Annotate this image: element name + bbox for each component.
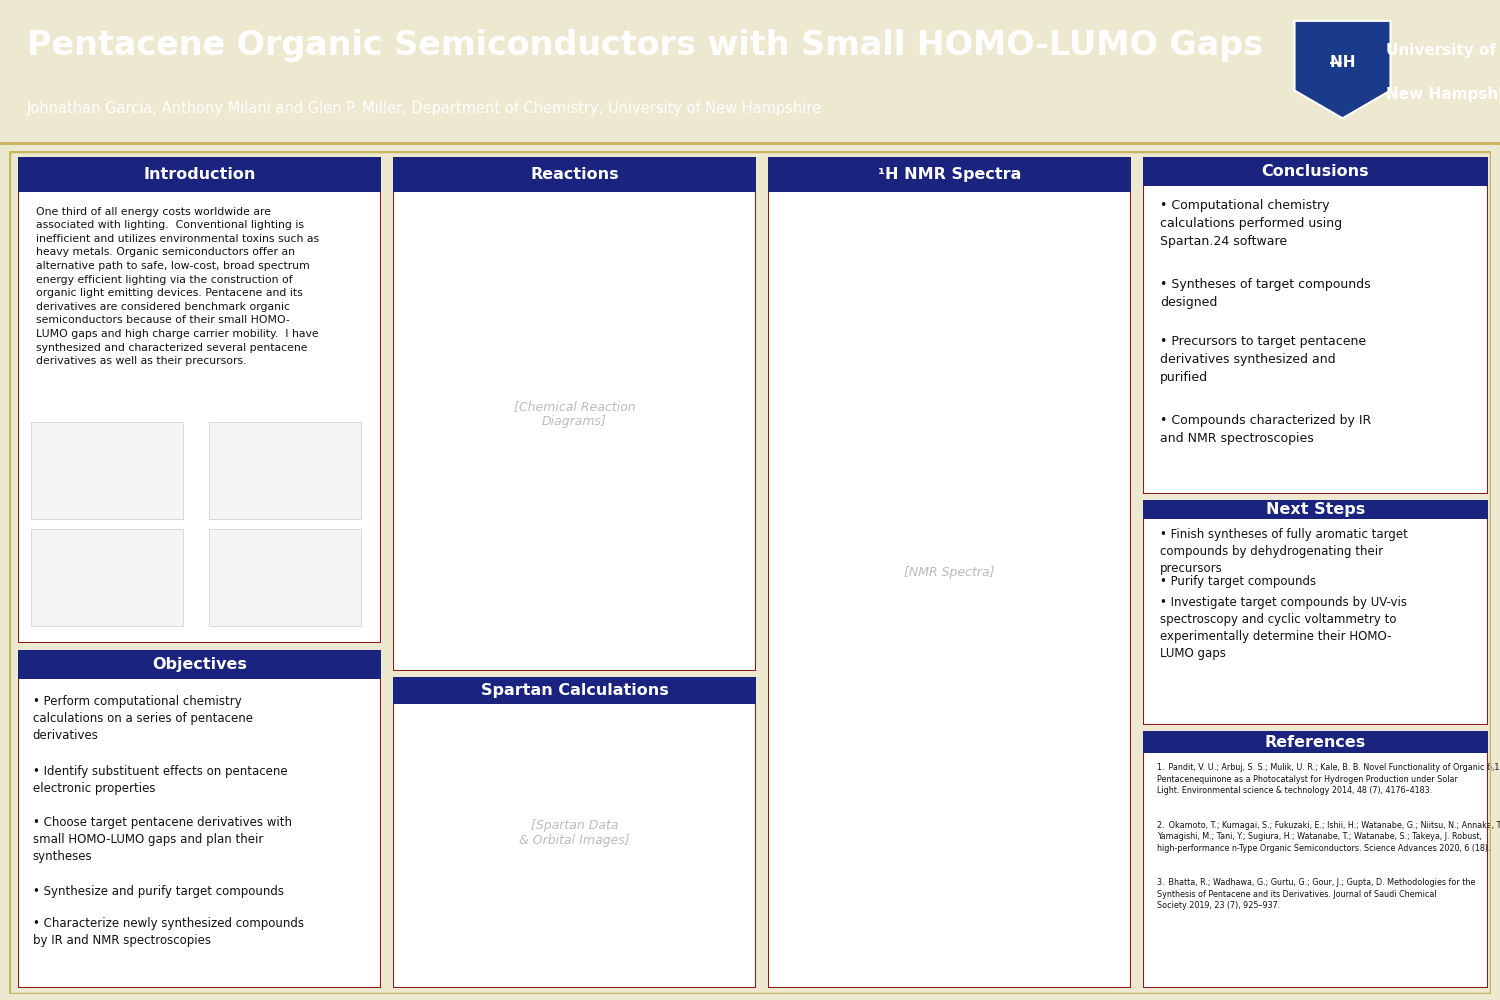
FancyBboxPatch shape	[209, 529, 362, 626]
FancyBboxPatch shape	[209, 422, 362, 519]
Text: Next Steps: Next Steps	[1266, 502, 1365, 517]
FancyBboxPatch shape	[1143, 500, 1488, 519]
FancyBboxPatch shape	[18, 157, 381, 192]
Text: References: References	[1264, 735, 1366, 750]
FancyBboxPatch shape	[393, 157, 756, 671]
Text: 2. Okamoto, T.; Kumagai, S.; Fukuzaki, E.; Ishii, H.; Watanabe, G.; Niitsu, N.; : 2. Okamoto, T.; Kumagai, S.; Fukuzaki, E…	[1156, 821, 1500, 853]
FancyBboxPatch shape	[1143, 500, 1488, 725]
Text: • Characterize newly synthesized compounds
by IR and NMR spectroscopies: • Characterize newly synthesized compoun…	[33, 917, 303, 947]
FancyBboxPatch shape	[1143, 731, 1488, 988]
Text: • Precursors to target pentacene
derivatives synthesized and
purified: • Precursors to target pentacene derivat…	[1161, 335, 1366, 384]
Text: 1. Pandit, V. U.; Arbuj, S. S.; Mulik, U. R.; Kale, B. B. Novel Functionality of: 1. Pandit, V. U.; Arbuj, S. S.; Mulik, U…	[1156, 763, 1500, 795]
FancyBboxPatch shape	[30, 529, 183, 626]
Text: • Purify target compounds: • Purify target compounds	[1161, 575, 1317, 588]
Text: • Perform computational chemistry
calculations on a series of pentacene
derivati: • Perform computational chemistry calcul…	[33, 695, 252, 742]
FancyBboxPatch shape	[18, 650, 381, 988]
Text: New Hampshire: New Hampshire	[1386, 87, 1500, 102]
FancyBboxPatch shape	[18, 650, 381, 679]
Text: One third of all energy costs worldwide are
associated with lighting.  Conventio: One third of all energy costs worldwide …	[36, 207, 320, 366]
FancyBboxPatch shape	[768, 157, 1131, 192]
Polygon shape	[1294, 21, 1390, 118]
FancyBboxPatch shape	[1143, 731, 1488, 753]
Text: • Investigate target compounds by UV-vis
spectroscopy and cyclic voltammetry to
: • Investigate target compounds by UV-vis…	[1161, 596, 1407, 660]
Text: • Choose target pentacene derivatives with
small HOMO-LUMO gaps and plan their
s: • Choose target pentacene derivatives wi…	[33, 816, 291, 863]
Text: [NMR Spectra]: [NMR Spectra]	[904, 566, 995, 579]
FancyBboxPatch shape	[30, 422, 183, 519]
Text: 3. Bhatta, R.; Wadhawa, G.; Gurtu, G.; Gour, J.; Gupta, D. Methodologies for the: 3. Bhatta, R.; Wadhawa, G.; Gurtu, G.; G…	[1156, 878, 1474, 910]
Text: ¹H NMR Spectra: ¹H NMR Spectra	[878, 167, 1022, 182]
FancyBboxPatch shape	[1143, 157, 1488, 494]
Text: University of: University of	[1386, 43, 1496, 58]
FancyBboxPatch shape	[18, 157, 381, 643]
Text: N̶H: N̶H	[1329, 55, 1356, 70]
Text: Johnathan Garcia, Anthony Milani and Glen P. Miller, Department of Chemistry, Un: Johnathan Garcia, Anthony Milani and Gle…	[27, 102, 822, 116]
Text: • Identify substituent effects on pentacene
electronic properties: • Identify substituent effects on pentac…	[33, 765, 286, 795]
Text: • Syntheses of target compounds
designed: • Syntheses of target compounds designed	[1161, 278, 1371, 309]
FancyBboxPatch shape	[393, 157, 756, 192]
Text: • Computational chemistry
calculations performed using
Spartan․24 software: • Computational chemistry calculations p…	[1161, 199, 1342, 248]
Text: Reactions: Reactions	[530, 167, 620, 182]
Text: [Spartan Data
& Orbital Images]: [Spartan Data & Orbital Images]	[519, 819, 630, 847]
Text: Spartan Calculations: Spartan Calculations	[480, 683, 669, 698]
Text: [Chemical Reaction
Diagrams]: [Chemical Reaction Diagrams]	[513, 400, 636, 428]
Text: Objectives: Objectives	[152, 657, 248, 672]
FancyBboxPatch shape	[768, 157, 1131, 988]
Text: • Finish syntheses of fully aromatic target
compounds by dehydrogenating their
p: • Finish syntheses of fully aromatic tar…	[1161, 528, 1408, 575]
FancyBboxPatch shape	[1143, 157, 1488, 186]
Text: • Synthesize and purify target compounds: • Synthesize and purify target compounds	[33, 885, 284, 898]
Text: Pentacene Organic Semiconductors with Small HOMO-LUMO Gaps: Pentacene Organic Semiconductors with Sm…	[27, 29, 1263, 62]
Text: Introduction: Introduction	[144, 167, 255, 182]
Text: Conclusions: Conclusions	[1262, 164, 1370, 179]
FancyBboxPatch shape	[393, 677, 756, 988]
FancyBboxPatch shape	[393, 677, 756, 704]
Text: • Compounds characterized by IR
and NMR spectroscopies: • Compounds characterized by IR and NMR …	[1161, 414, 1371, 445]
